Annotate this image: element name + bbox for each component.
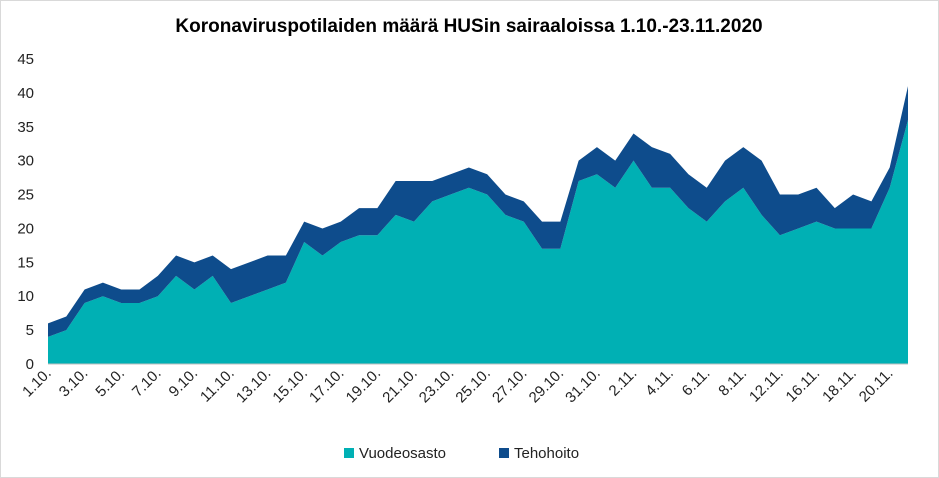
- x-tick-label: 16.11.: [783, 365, 824, 406]
- x-tick-label: 25.10.: [452, 365, 494, 407]
- y-tick-label: 10: [17, 288, 34, 305]
- y-axis: 0 5 10 15 20 25 30 35 40 45: [17, 51, 34, 373]
- x-tick-label: 12.11.: [746, 365, 787, 406]
- y-tick-label: 35: [17, 119, 34, 136]
- x-tick-label: 1.10.: [19, 365, 55, 401]
- x-tick-label: 18.11.: [819, 365, 860, 406]
- x-tick-label: 4.11.: [642, 365, 677, 400]
- x-tick-label: 2.11.: [606, 365, 641, 400]
- plot-area: [48, 86, 908, 364]
- x-tick-label: 31.10.: [562, 365, 604, 407]
- legend-swatch-tehohoito: [499, 448, 509, 458]
- legend-label-tehohoito: Tehohoito: [514, 445, 579, 462]
- legend-swatch-vuodeosasto: [344, 448, 354, 458]
- series-area-tehohoito: [48, 86, 908, 337]
- x-tick-label: 17.10.: [306, 365, 348, 407]
- legend-label-vuodeosasto: Vuodeosasto: [359, 445, 446, 462]
- y-tick-label: 45: [17, 51, 34, 68]
- x-tick-label: 11.10.: [197, 365, 238, 406]
- x-tick-label: 29.10.: [526, 365, 568, 407]
- x-tick-label: 13.10.: [233, 365, 275, 407]
- y-tick-label: 25: [17, 187, 34, 204]
- x-tick-label: 8.11.: [715, 365, 750, 400]
- x-tick-label: 19.10.: [343, 365, 385, 407]
- x-tick-label: 20.11.: [856, 365, 897, 406]
- x-tick-label: 7.10.: [129, 365, 165, 401]
- x-tick-label: 15.10.: [269, 365, 311, 407]
- x-tick-label: 27.10.: [489, 365, 531, 407]
- y-tick-label: 15: [17, 254, 34, 271]
- y-tick-label: 0: [26, 356, 34, 373]
- x-tick-label: 9.10.: [166, 365, 202, 401]
- y-tick-label: 40: [17, 85, 34, 102]
- series-area-vuodeosasto: [48, 120, 908, 364]
- y-tick-label: 20: [17, 220, 34, 237]
- chart-title: Koronaviruspotilaiden määrä HUSin sairaa…: [175, 16, 762, 37]
- legend: Vuodeosasto Tehohoito: [344, 445, 579, 462]
- x-tick-label: 6.11.: [679, 365, 714, 400]
- x-tick-label: 21.10.: [379, 365, 421, 407]
- y-tick-label: 30: [17, 153, 34, 170]
- y-tick-label: 5: [26, 322, 34, 339]
- x-tick-label: 3.10.: [56, 365, 92, 401]
- x-axis: 1.10. 3.10. 5.10. 7.10. 9.10.11.10.13.10.15.…: [19, 365, 896, 407]
- x-tick-label: 23.10.: [416, 365, 458, 407]
- x-tick-label: 5.10.: [92, 365, 128, 401]
